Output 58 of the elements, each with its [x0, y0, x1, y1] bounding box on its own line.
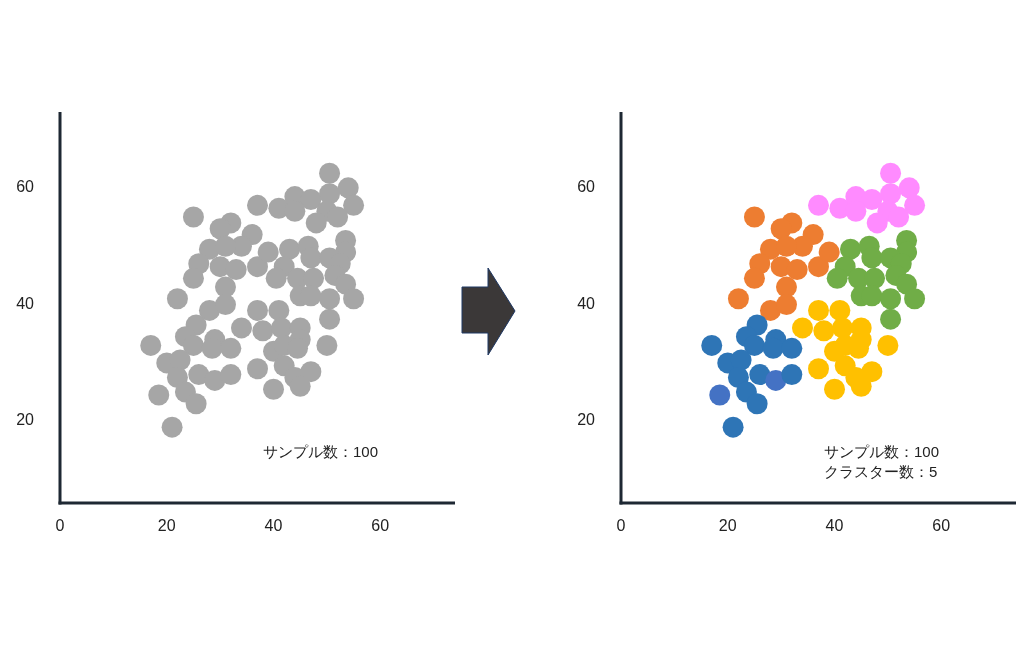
y-tick-label: 20	[577, 411, 596, 429]
x-tick-label: 40	[264, 517, 283, 534]
point	[880, 288, 902, 310]
point	[730, 349, 752, 371]
point	[829, 299, 851, 321]
point	[786, 259, 808, 281]
point	[770, 218, 792, 240]
point	[749, 364, 771, 386]
x-tick-label: 0	[616, 517, 626, 534]
y-tick-label: 60	[16, 178, 35, 196]
point	[808, 194, 829, 216]
point	[727, 288, 749, 310]
point	[808, 299, 829, 321]
point	[880, 162, 902, 184]
point	[866, 212, 888, 234]
point	[808, 256, 829, 278]
y-tick-label: 40	[16, 294, 35, 312]
point	[791, 317, 813, 339]
point	[701, 334, 723, 356]
point	[818, 241, 840, 263]
point	[861, 247, 883, 269]
annotation: サンプル数：100	[263, 442, 379, 460]
point	[813, 320, 835, 342]
point	[861, 361, 883, 383]
point	[904, 194, 926, 216]
x-tick-label: 20	[718, 517, 737, 534]
point	[826, 267, 848, 289]
point	[775, 235, 797, 257]
point	[808, 358, 829, 380]
point	[781, 364, 803, 386]
point	[824, 378, 846, 400]
annotation: クラスター数：5	[824, 462, 938, 480]
y-tick-label: 60	[577, 178, 596, 196]
x-tick-label: 60	[932, 517, 951, 534]
point	[709, 384, 731, 406]
point	[722, 416, 744, 438]
point	[743, 267, 765, 289]
annotation: サンプル数：100	[824, 442, 940, 460]
x-tick-label: 0	[55, 517, 65, 534]
x-tick-label: 20	[157, 517, 176, 534]
point	[861, 189, 883, 211]
point	[880, 308, 902, 330]
point	[880, 183, 902, 205]
x-tick-label: 60	[371, 517, 390, 534]
point	[775, 294, 797, 316]
point	[746, 393, 768, 415]
point	[743, 206, 765, 228]
x-tick-label: 40	[825, 517, 844, 534]
point	[898, 177, 920, 199]
point	[775, 276, 797, 298]
point	[864, 267, 886, 289]
y-tick-label: 40	[577, 294, 596, 312]
point	[877, 334, 899, 356]
point	[888, 206, 910, 228]
point	[781, 337, 803, 359]
y-tick-label: 20	[16, 411, 35, 429]
point	[904, 288, 926, 310]
point	[743, 334, 765, 356]
